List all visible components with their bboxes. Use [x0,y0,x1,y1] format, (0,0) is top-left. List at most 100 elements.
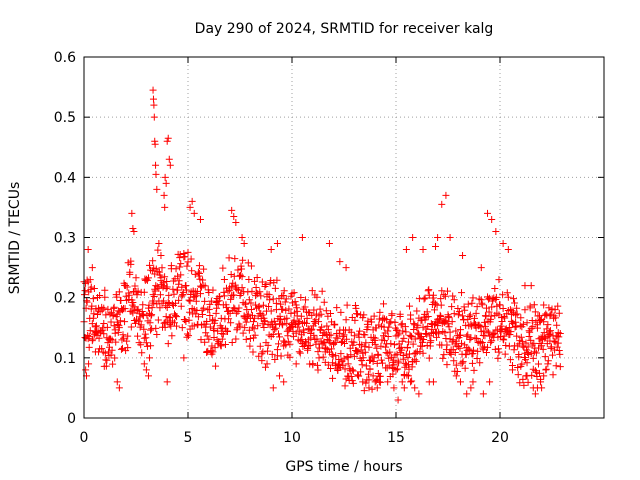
data-point [408,333,416,341]
data-point [224,328,232,336]
data-point [244,259,252,267]
data-point [458,339,466,347]
data-point [153,185,161,193]
data-point [508,366,516,374]
data-point [375,315,383,323]
data-point [550,337,558,345]
data-point [368,385,376,393]
data-point [328,345,336,353]
data-point [214,327,222,335]
data-point [513,332,521,340]
data-point [228,206,236,214]
data-point [499,305,507,313]
data-point [260,323,268,331]
data-point [108,309,116,317]
data-point [183,333,191,341]
data-point [113,378,121,386]
data-point [246,342,254,350]
data-point [386,372,394,380]
data-point [322,330,330,338]
data-point [367,356,375,364]
data-point [419,338,427,346]
data-point [321,329,329,337]
data-point [478,301,486,309]
data-point [540,318,548,326]
data-point [306,360,314,368]
data-point [178,283,186,291]
data-point [308,287,316,295]
x-tick-label: 15 [387,430,405,446]
data-point [330,340,338,348]
data-point [201,282,209,290]
data-point [146,354,154,362]
data-point [89,314,97,322]
data-point [322,344,330,352]
data-point [271,321,279,329]
data-point [272,324,280,332]
data-point [464,331,472,339]
data-point [511,299,519,307]
data-point [393,350,401,358]
data-point [234,266,242,274]
data-point [475,321,483,329]
data-point [347,373,355,381]
data-point [357,368,365,376]
data-point [523,319,531,327]
data-point [162,313,170,321]
y-axis-label: SRMTID / TECUs [7,182,23,295]
data-point [160,297,168,305]
data-point [423,330,431,338]
data-point [401,323,409,331]
data-point [188,267,196,275]
data-point [144,304,152,312]
data-point [468,359,476,367]
data-point [385,362,393,370]
data-point [427,329,435,337]
data-point [501,314,509,322]
data-point [450,310,458,318]
data-point [326,310,334,318]
data-point [304,325,312,333]
data-point [115,288,123,296]
data-point [85,333,93,341]
data-point [272,299,280,307]
data-point [84,331,92,339]
data-point [412,349,420,357]
data-point [345,326,353,334]
data-point [447,346,455,354]
data-point [293,304,301,312]
data-point [250,325,258,333]
data-point [359,354,367,362]
data-point [252,301,260,309]
data-point [539,345,547,353]
data-point [479,390,487,398]
data-point [331,338,339,346]
data-point [321,345,329,353]
data-point [381,329,389,337]
data-point [134,305,142,313]
data-point [176,254,184,262]
data-point [386,319,394,327]
data-point [267,307,275,315]
data-point [141,330,149,338]
data-point [241,324,249,332]
data-point [262,280,270,288]
data-point [504,327,512,335]
data-point [502,341,510,349]
data-point [100,304,108,312]
data-point [182,281,190,289]
data-point [242,300,250,308]
data-point [492,227,500,235]
data-point [376,378,384,386]
data-point [416,334,424,342]
data-point [227,270,235,278]
data-point [302,296,310,304]
y-tick-label: 0.4 [54,170,76,186]
data-point [91,323,99,331]
data-point [409,340,417,348]
data-point [500,332,508,340]
data-point [385,323,393,331]
data-point [537,317,545,325]
data-point [182,286,190,294]
data-point [477,323,485,331]
